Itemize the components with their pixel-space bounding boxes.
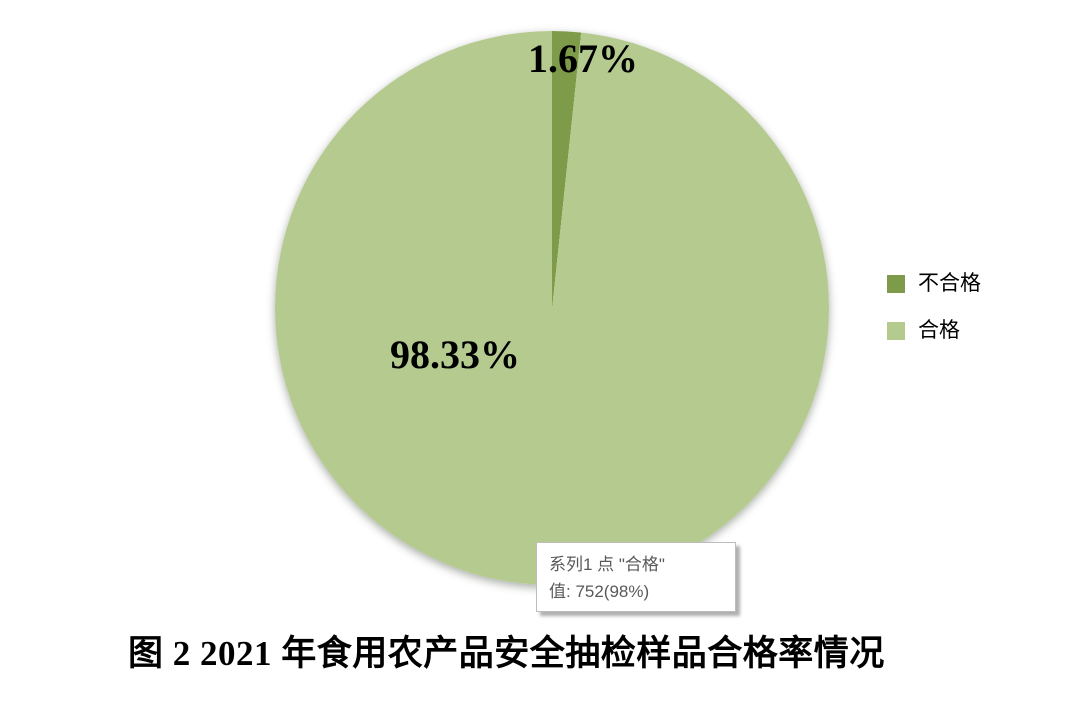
slice-label-qualified: 98.33% (390, 332, 520, 377)
legend-label-unqualified: 不合格 (918, 271, 981, 295)
legend-item-qualified[interactable]: 合格 (887, 320, 981, 341)
legend-item-unqualified[interactable]: 不合格 (887, 273, 981, 294)
legend-label-qualified: 合格 (918, 318, 960, 342)
data-point-tooltip: 系列1 点 "合格" 值: 752(98%) (536, 542, 736, 612)
chart-caption: 图 2 2021 年食用农产品安全抽检样品合格率情况 (128, 634, 885, 673)
legend-swatch-unqualified (887, 274, 905, 293)
legend: 不合格 合格 (887, 273, 981, 341)
legend-swatch-qualified (887, 321, 905, 340)
slice-label-unqualified: 1.67% (528, 36, 638, 81)
tooltip-series-line: 系列1 点 "合格" (549, 555, 665, 574)
pie-chart[interactable] (275, 31, 829, 585)
tooltip-value-line: 值: 752(98%) (549, 582, 650, 601)
